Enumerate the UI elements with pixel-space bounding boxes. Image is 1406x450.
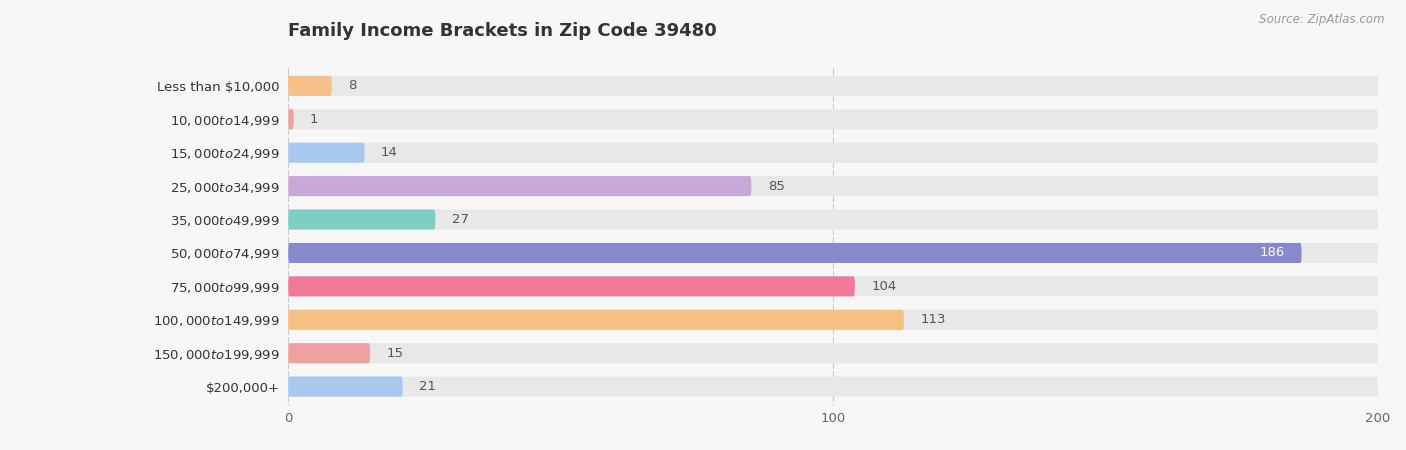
FancyBboxPatch shape — [288, 109, 1378, 129]
FancyBboxPatch shape — [288, 143, 1378, 163]
FancyBboxPatch shape — [288, 310, 904, 330]
FancyBboxPatch shape — [288, 109, 294, 129]
Text: 14: 14 — [381, 146, 398, 159]
Text: 15: 15 — [387, 346, 404, 360]
FancyBboxPatch shape — [288, 276, 1378, 297]
Text: 1: 1 — [309, 113, 319, 126]
FancyBboxPatch shape — [288, 210, 436, 230]
Text: 27: 27 — [451, 213, 468, 226]
Text: Source: ZipAtlas.com: Source: ZipAtlas.com — [1260, 14, 1385, 27]
Text: 104: 104 — [872, 280, 897, 293]
FancyBboxPatch shape — [288, 243, 1302, 263]
Text: 85: 85 — [768, 180, 785, 193]
Text: Family Income Brackets in Zip Code 39480: Family Income Brackets in Zip Code 39480 — [288, 22, 717, 40]
FancyBboxPatch shape — [288, 243, 1378, 263]
Text: 21: 21 — [419, 380, 436, 393]
FancyBboxPatch shape — [288, 276, 855, 297]
Text: 186: 186 — [1260, 247, 1285, 260]
Text: 113: 113 — [920, 313, 946, 326]
FancyBboxPatch shape — [288, 377, 1378, 396]
FancyBboxPatch shape — [288, 76, 1378, 96]
FancyBboxPatch shape — [288, 343, 1378, 363]
FancyBboxPatch shape — [288, 143, 364, 163]
FancyBboxPatch shape — [288, 377, 402, 396]
FancyBboxPatch shape — [288, 176, 1378, 196]
FancyBboxPatch shape — [288, 310, 1378, 330]
FancyBboxPatch shape — [288, 176, 751, 196]
Text: 8: 8 — [349, 79, 357, 92]
FancyBboxPatch shape — [288, 343, 370, 363]
FancyBboxPatch shape — [288, 76, 332, 96]
FancyBboxPatch shape — [288, 210, 1378, 230]
